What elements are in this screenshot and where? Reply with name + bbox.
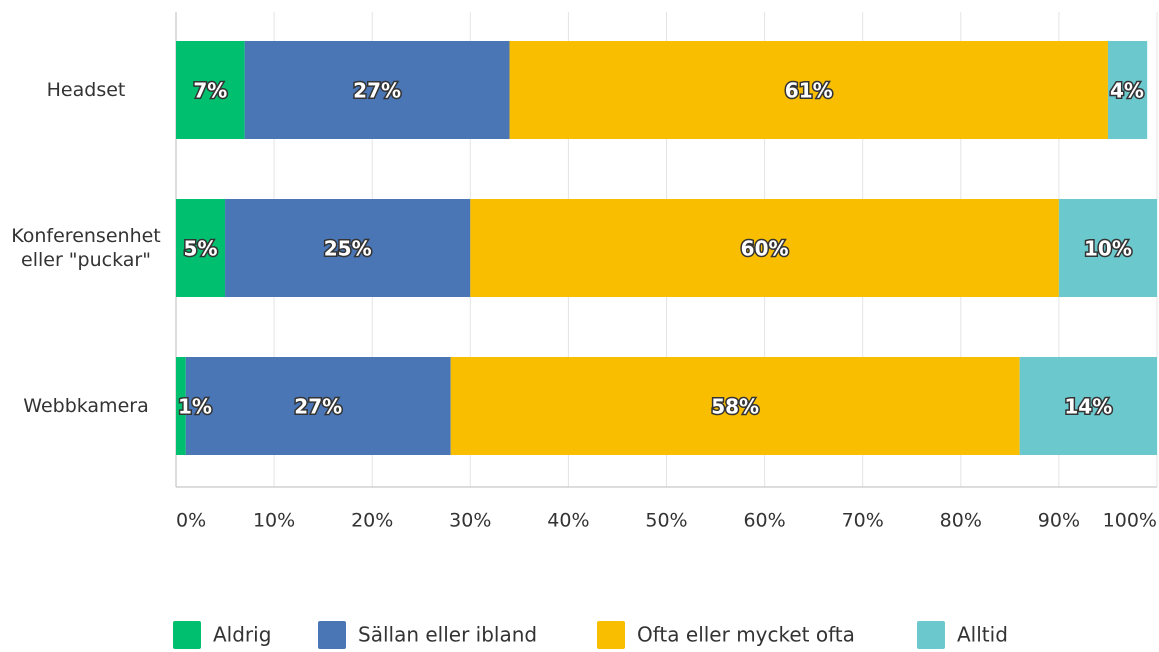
data-label: 7% bbox=[193, 79, 227, 103]
bar-segment bbox=[450, 357, 1020, 455]
x-tick-label: 40% bbox=[547, 510, 589, 532]
y-tick-label: Webbkamera bbox=[23, 395, 149, 417]
data-label: 61% bbox=[785, 79, 833, 103]
bar-segment bbox=[1107, 41, 1148, 139]
x-tick-label: 0% bbox=[176, 510, 206, 532]
bar-segment bbox=[470, 199, 1059, 297]
bar-segment bbox=[509, 41, 1108, 139]
x-tick-label: 60% bbox=[743, 510, 785, 532]
x-tick-label: 10% bbox=[253, 510, 295, 532]
bar-segment bbox=[176, 199, 226, 297]
bar-segment bbox=[1058, 199, 1157, 297]
bar-segment bbox=[225, 199, 471, 297]
legend-swatch bbox=[318, 621, 346, 649]
data-label: 14% bbox=[1064, 395, 1112, 419]
data-label: 27% bbox=[353, 79, 401, 103]
bar-segment bbox=[185, 357, 451, 455]
legend-swatch bbox=[597, 621, 625, 649]
legend-label: Aldrig bbox=[213, 623, 271, 647]
data-label: 10% bbox=[1084, 237, 1132, 261]
x-tick-label: 80% bbox=[940, 510, 982, 532]
data-label: 5% bbox=[184, 237, 218, 261]
y-tick-label: Headset bbox=[46, 79, 126, 101]
x-tick-label: 20% bbox=[351, 510, 393, 532]
x-tick-label: 30% bbox=[449, 510, 491, 532]
data-label: 25% bbox=[324, 237, 372, 261]
legend-swatch bbox=[173, 621, 201, 649]
bar-segment bbox=[176, 357, 186, 455]
x-tick-label: 90% bbox=[1038, 510, 1080, 532]
y-tick-label: Konferensenhet eller "puckar" bbox=[11, 225, 161, 271]
data-label: 1% bbox=[178, 395, 212, 419]
data-label: 58% bbox=[711, 395, 759, 419]
data-label: 4% bbox=[1110, 79, 1144, 103]
bar-segment bbox=[244, 41, 510, 139]
legend-label: Ofta eller mycket ofta bbox=[637, 623, 855, 647]
data-label: 27% bbox=[294, 395, 342, 419]
legend-label: Sällan eller ibland bbox=[358, 623, 537, 647]
x-tick-label: 50% bbox=[645, 510, 687, 532]
legend-swatch bbox=[917, 621, 945, 649]
data-label: 60% bbox=[741, 237, 789, 261]
x-tick-label: 100% bbox=[1103, 510, 1157, 532]
bar-segment bbox=[1019, 357, 1157, 455]
legend-label: Alltid bbox=[957, 623, 1008, 647]
x-tick-label: 70% bbox=[842, 510, 884, 532]
bar-segment bbox=[176, 41, 245, 139]
